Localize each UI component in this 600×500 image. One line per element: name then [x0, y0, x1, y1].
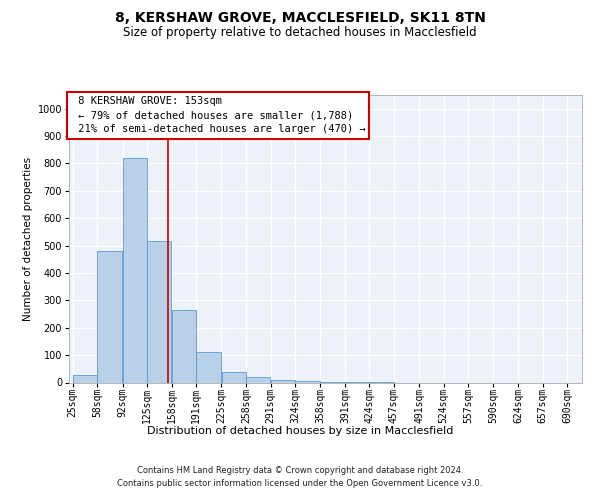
Bar: [97, 251, 122, 382]
Text: Size of property relative to detached houses in Macclesfield: Size of property relative to detached ho…: [123, 26, 477, 39]
Bar: [271, 380, 295, 382]
Bar: [196, 352, 221, 382]
Bar: [246, 377, 271, 382]
Bar: [221, 372, 246, 382]
Bar: [73, 375, 97, 382]
Bar: [147, 242, 172, 382]
Text: 8, KERSHAW GROVE, MACCLESFIELD, SK11 8TN: 8, KERSHAW GROVE, MACCLESFIELD, SK11 8TN: [115, 11, 485, 25]
Text: Contains public sector information licensed under the Open Government Licence v3: Contains public sector information licen…: [118, 479, 482, 488]
Bar: [122, 158, 147, 382]
Bar: [295, 381, 320, 382]
Y-axis label: Number of detached properties: Number of detached properties: [23, 156, 34, 321]
Bar: [172, 310, 196, 382]
Text: 8 KERSHAW GROVE: 153sqm
 ← 79% of detached houses are smaller (1,788)
 21% of se: 8 KERSHAW GROVE: 153sqm ← 79% of detache…: [71, 96, 365, 134]
Text: Contains HM Land Registry data © Crown copyright and database right 2024.: Contains HM Land Registry data © Crown c…: [137, 466, 463, 475]
Text: Distribution of detached houses by size in Macclesfield: Distribution of detached houses by size …: [147, 426, 453, 436]
